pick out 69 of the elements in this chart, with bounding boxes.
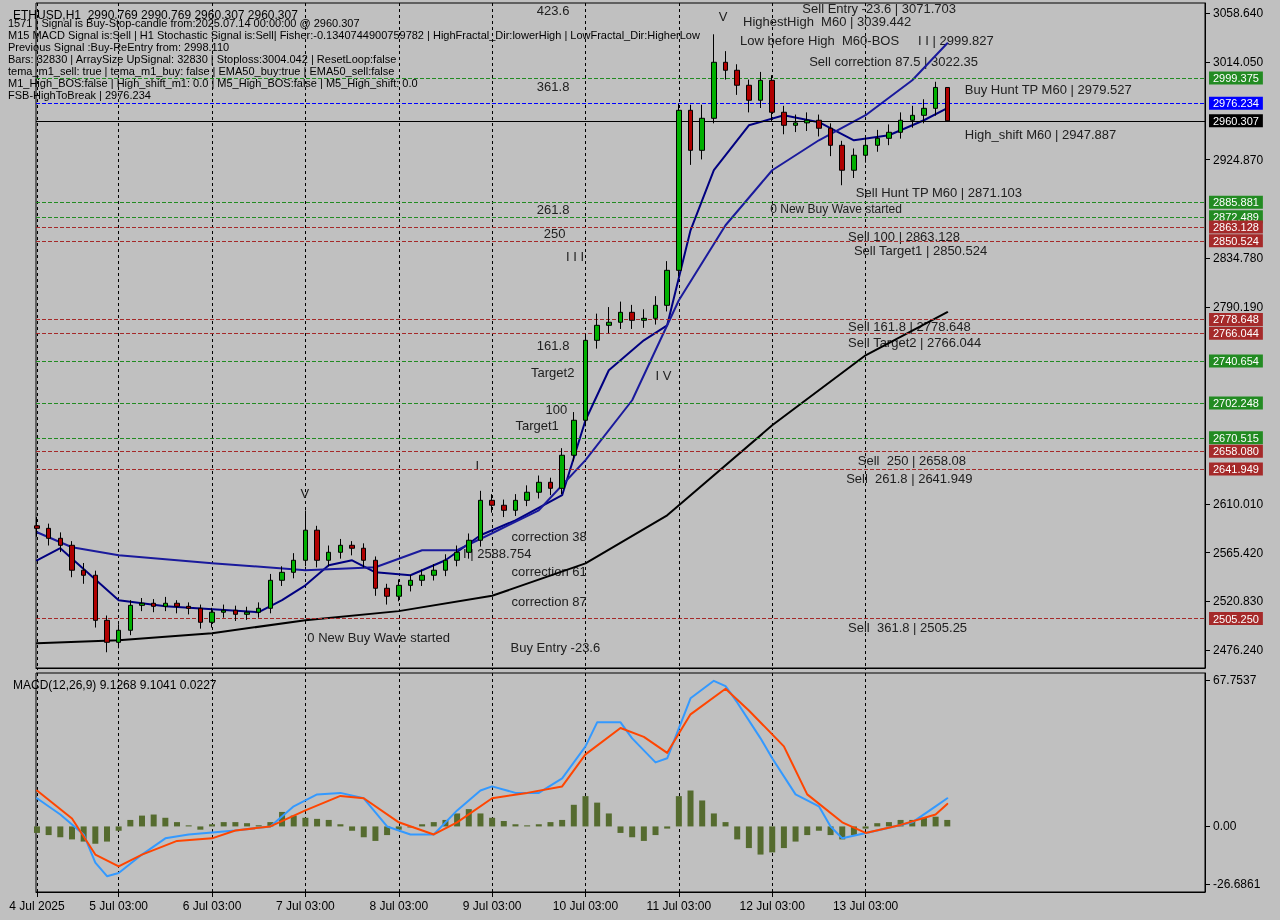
x-tick-label: 12 Jul 03:00	[739, 899, 806, 913]
annotation: 161.8	[536, 337, 570, 353]
ref-line-label: 2863.128	[1213, 221, 1259, 234]
annotation: Sell 361.8 | 2505.25	[848, 619, 968, 635]
annotation: 0 New Buy Wave started	[307, 629, 450, 645]
annotation: 423.6	[536, 2, 570, 18]
y-tick-label: 2565.420	[1213, 545, 1264, 560]
y-tick-label: 2520.830	[1213, 594, 1264, 609]
ref-line-label: 2850.524	[1213, 234, 1259, 247]
annotation: Buy Hunt TP M60 | 2979.527	[964, 81, 1132, 97]
annotation: High_shift M60 | 2947.887	[964, 126, 1117, 142]
y-tick-label: 3058.640	[1213, 6, 1264, 21]
annotation: Target1	[515, 417, 559, 433]
annotation: Buy Entry -23.6	[510, 639, 601, 655]
ref-line-label: 2885.881	[1213, 196, 1259, 209]
ref-line-label: 2960.307	[1213, 114, 1259, 127]
x-tick-label: 7 Jul 03:00	[276, 899, 336, 913]
ref-line-label: 2872.489	[1213, 210, 1259, 223]
annotation: 261.8	[536, 201, 570, 217]
annotation: Sell Hunt TP M60 | 2871.103	[855, 184, 1023, 200]
annotation: 361.8	[536, 78, 570, 94]
y-tick-label: 2610.010	[1213, 496, 1264, 511]
y-tick-label: 2924.870	[1213, 152, 1264, 167]
annotation: Target2	[531, 364, 575, 380]
annotation: 0 New Buy Wave started	[770, 202, 902, 216]
y-tick-label: 3014.050	[1213, 55, 1264, 70]
ref-line-label: 2740.654	[1213, 355, 1259, 368]
ref-line-label: 2766.044	[1213, 327, 1259, 340]
annotation: correction 61	[511, 563, 587, 579]
ref-line-label: 2658.080	[1213, 445, 1259, 458]
x-tick-label: 11 Jul 03:00	[646, 899, 712, 913]
x-tick-label: 6 Jul 03:00	[182, 899, 242, 913]
annotation: 100	[545, 401, 568, 417]
x-tick-label: 8 Jul 03:00	[369, 899, 429, 913]
x-tick-label: 10 Jul 03:00	[552, 899, 619, 913]
annotation: V	[718, 8, 728, 24]
annotation: I I I	[566, 248, 585, 264]
x-tick-label: 9 Jul 03:00	[462, 899, 522, 913]
y-tick-label: 2834.780	[1213, 251, 1264, 266]
chart-title: MACD(12,26,9) 9.1268 9.1041 0.0227	[13, 678, 217, 692]
annotation: Sell Entry -23.6 | 3071.703	[802, 0, 957, 16]
annotation: I V	[655, 367, 672, 383]
x-tick-label: 4 Jul 2025	[9, 899, 65, 913]
ref-line-label: 2641.949	[1213, 462, 1259, 475]
ref-line-label: 2702.248	[1213, 397, 1259, 410]
ref-line-label: 2778.648	[1213, 313, 1259, 326]
y-tick-label: 2476.240	[1213, 643, 1264, 658]
ref-line-label: 2505.250	[1213, 612, 1259, 625]
annotation: Sell 261.8 | 2641.949	[846, 470, 973, 486]
ref-line-label: 2670.515	[1213, 431, 1259, 444]
ref-line-label: 2976.234	[1213, 97, 1259, 110]
annotation: Sell 250 | 2658.08	[857, 452, 966, 468]
annotation: I I | 2999.827	[918, 32, 994, 48]
annotation: 250	[543, 225, 566, 241]
annotation: Sell Target1 | 2850.524	[853, 242, 988, 258]
annotation: Low before High M60-BOS	[740, 32, 900, 48]
annotation: correction 38	[511, 528, 587, 544]
annotation: FSB-HighToBreak | 2976.234	[8, 88, 151, 101]
annotation: V	[300, 485, 310, 501]
annotation: Previous Signal :Buy-ReEntry from: 2998.110	[8, 40, 230, 53]
ref-line-label: 2999.375	[1213, 72, 1259, 85]
annotation: M15 MACD Signal is:Sell | H1 Stochastic Signal is:Sell| Fisher:-0.1340744900759782 | HighFractal_Dir:lowerHigh | LowFractal_Dir:HigherLow	[8, 28, 700, 41]
annotation: correction 87	[511, 593, 587, 609]
x-tick-label: 5 Jul 03:00	[89, 899, 149, 913]
y-tick-label: 2790.190	[1213, 299, 1264, 314]
x-tick-label: 13 Jul 03:00	[832, 899, 899, 913]
y-tick-label: -26.6861	[1213, 877, 1261, 892]
y-tick-label: 67.7537	[1213, 672, 1257, 687]
y-tick-label: 0.00	[1213, 819, 1237, 834]
